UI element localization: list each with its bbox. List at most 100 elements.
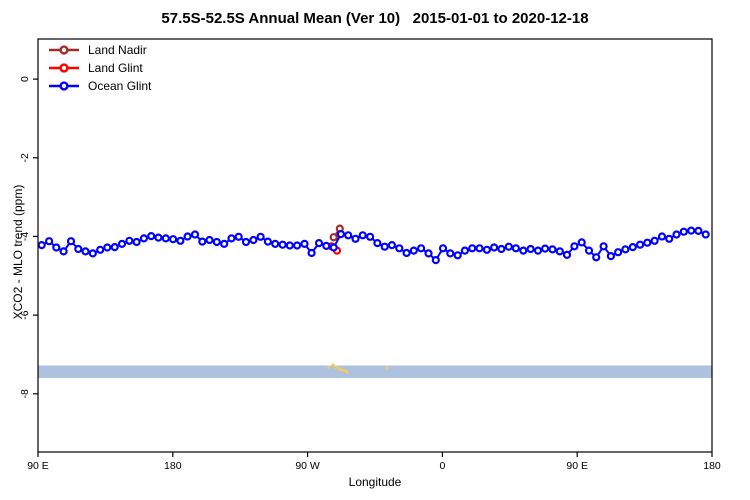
ocean-glint-point [139, 234, 148, 243]
ocean-glint-point [176, 236, 185, 245]
ocean-glint-point [431, 256, 440, 265]
ocean-glint-point [52, 243, 61, 252]
ocean-glint-point [329, 243, 338, 252]
ocean-glint-point [44, 237, 54, 246]
ocean-glint-point [402, 248, 411, 258]
ocean-glint-point [621, 245, 630, 254]
ocean-glint-point [628, 243, 637, 252]
ocean-glint-point [453, 251, 462, 260]
ocean-glint-point [220, 239, 229, 248]
ocean-glint-point [190, 230, 200, 239]
ocean-glint-point [482, 245, 491, 254]
ocean-glint-point [271, 239, 280, 248]
x-axis-tick-label: 90 E [27, 460, 49, 472]
ocean-glint-point [344, 231, 353, 240]
ocean-glint-point [533, 246, 543, 255]
ocean-glint-point [460, 246, 469, 255]
legend-label: Land Glint [88, 61, 143, 75]
ocean-glint-point [205, 235, 214, 245]
ocean-glint-point [687, 226, 696, 235]
ocean-glint-point [227, 234, 236, 243]
ocean-glint-point [154, 233, 163, 242]
ocean-glint-point [417, 244, 426, 253]
ocean-glint-marker-icon [49, 81, 79, 91]
ocean-glint-point [599, 242, 608, 251]
ocean-glint-point [548, 245, 557, 254]
ocean-glint-point [117, 239, 127, 248]
ocean-glint-point [577, 238, 586, 247]
x-axis-title: Longitude [348, 475, 402, 489]
ocean-glint-point [613, 248, 623, 257]
ocean-glint-point [519, 246, 528, 255]
ocean-glint-point [59, 247, 68, 256]
ocean-glint-point [665, 234, 674, 243]
x-axis-tick-label: 180 [703, 460, 721, 472]
y-axis-title: XCO2 - MLO trend (ppm) [11, 184, 25, 320]
ocean-glint-point [81, 247, 90, 256]
y-axis-tick-label: -2 [19, 153, 31, 162]
ocean-glint-point [672, 230, 681, 239]
map-strip-land-dot [340, 368, 344, 372]
ocean-glint-point [409, 246, 418, 255]
ocean-glint-point [650, 236, 659, 245]
ocean-glint-point [103, 243, 112, 252]
ocean-glint-point [241, 237, 251, 247]
y-axis-tick-label: 0 [19, 76, 31, 82]
ocean-glint-point [468, 244, 477, 253]
ocean-glint-point [300, 239, 309, 248]
y-axis-tick-label: -4 [19, 232, 31, 241]
ocean-glint-point [395, 244, 404, 253]
ocean-glint-point [322, 241, 331, 250]
ocean-glint-point [132, 237, 141, 247]
map-strip-band [38, 365, 712, 379]
land-nadir-point [329, 233, 338, 242]
ocean-glint-point [497, 244, 506, 254]
ocean-glint-point [504, 242, 513, 251]
ocean-glint-point [657, 232, 667, 241]
ocean-glint-point [314, 239, 324, 248]
ocean-glint-point [285, 241, 294, 250]
ocean-glint-point [526, 244, 535, 254]
ocean-glint-point [424, 249, 433, 258]
ocean-glint-point [351, 234, 360, 243]
ocean-glint-point [635, 240, 645, 249]
land-glint-marker-icon [49, 63, 79, 73]
ocean-glint-point [701, 230, 710, 239]
ocean-glint-point [37, 241, 46, 250]
ocean-glint-point [643, 238, 652, 247]
legend: Land Nadir Land Glint Ocean Glint [48, 41, 151, 95]
ocean-glint-point [147, 232, 156, 241]
legend-label: Land Nadir [88, 43, 147, 57]
ocean-glint-point [380, 242, 389, 251]
ocean-glint-point [679, 227, 688, 236]
legend-item-land-glint: Land Glint [48, 59, 151, 77]
x-axis-tick-label: 180 [164, 460, 182, 472]
ocean-glint-point [74, 244, 83, 254]
x-axis-tick-label: 90 W [295, 460, 320, 472]
ocean-glint-point [88, 249, 97, 258]
ocean-glint-point [183, 232, 192, 241]
ocean-glint-point [555, 247, 564, 256]
map-strip-land-dot [334, 365, 338, 369]
map-strip-land-dot [327, 365, 331, 369]
ocean-glint-point [249, 235, 258, 245]
ocean-glint-point [475, 244, 484, 253]
ocean-glint-point [358, 231, 367, 240]
ocean-glint-point [490, 243, 499, 252]
ocean-glint-point [606, 252, 616, 261]
ocean-glint-point [212, 237, 221, 247]
ocean-glint-point [592, 253, 601, 262]
ocean-glint-point [66, 237, 76, 246]
ocean-glint-point [278, 240, 287, 249]
legend-label: Ocean Glint [88, 79, 152, 93]
ocean-glint-point [694, 226, 703, 235]
chart-title: 57.5S-52.5S Annual Mean (Ver 10) 2015-01… [161, 10, 589, 27]
ocean-glint-point [438, 244, 448, 253]
ocean-glint-point [234, 232, 243, 241]
ocean-glint-point [584, 246, 594, 255]
map-strip-land-dot [385, 366, 389, 370]
x-axis-tick-label: 0 [439, 460, 445, 472]
ocean-glint-point [562, 250, 572, 259]
